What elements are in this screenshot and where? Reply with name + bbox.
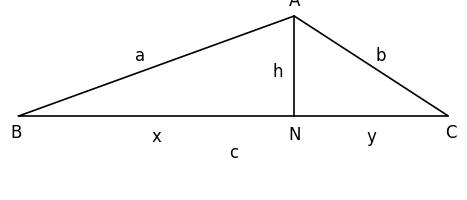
- Text: x: x: [151, 128, 162, 146]
- Text: a: a: [135, 47, 145, 65]
- Text: c: c: [229, 144, 238, 162]
- Text: C: C: [445, 124, 456, 142]
- Text: B: B: [11, 124, 22, 142]
- Text: N: N: [288, 126, 300, 144]
- Text: b: b: [375, 47, 386, 65]
- Text: A: A: [289, 0, 300, 10]
- Text: y: y: [366, 128, 376, 146]
- Text: h: h: [273, 63, 283, 81]
